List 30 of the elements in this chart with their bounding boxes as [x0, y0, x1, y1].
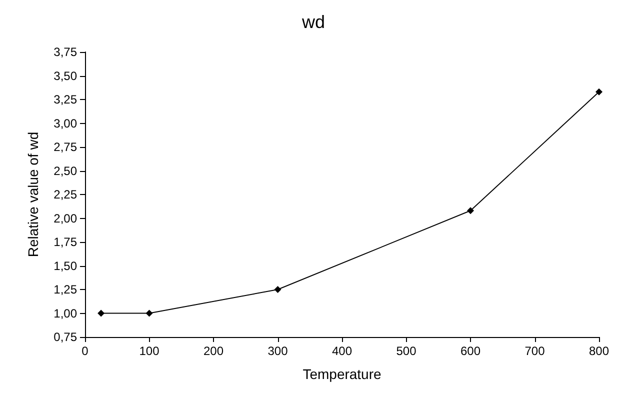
y-tick-label: 3,50 — [54, 68, 78, 83]
point — [146, 310, 153, 317]
point — [98, 310, 105, 317]
y-tick-label: 1,00 — [54, 306, 78, 320]
x-tick-label: 600 — [460, 344, 481, 358]
y-tick-label: 3,25 — [54, 92, 78, 106]
x-tick-label: 300 — [268, 344, 288, 358]
y-tick-label: 3,00 — [54, 116, 78, 130]
x-axis-title: Temperature — [302, 366, 382, 382]
x-tick-label: 400 — [332, 344, 352, 358]
x-tick-label: 500 — [396, 344, 417, 358]
y-axis-title: Relative value of wd — [25, 132, 41, 258]
y-tick-label: 1,25 — [54, 282, 78, 296]
x-tick-label: 700 — [524, 344, 546, 358]
point — [274, 286, 282, 293]
x-tick-label: 200 — [203, 344, 224, 358]
y-tick-label: 1,50 — [54, 258, 78, 273]
y-tick-label: 2,00 — [54, 211, 78, 226]
y-tick-label: 2,75 — [54, 140, 78, 154]
x-tick-label: 0 — [82, 344, 89, 358]
point — [596, 88, 602, 96]
x-tick-label: 100 — [139, 344, 160, 358]
y-tick-label: 2,25 — [54, 188, 78, 202]
y-tick-label: 2,50 — [54, 164, 78, 178]
y-tick-label: 1,75 — [54, 235, 78, 249]
y-tick-label: 3,75 — [54, 45, 78, 59]
y-tick-label: 0,75 — [54, 330, 78, 344]
x-tick-label: 800 — [588, 344, 610, 358]
chart-title: wd — [300, 12, 326, 32]
point — [467, 207, 474, 214]
